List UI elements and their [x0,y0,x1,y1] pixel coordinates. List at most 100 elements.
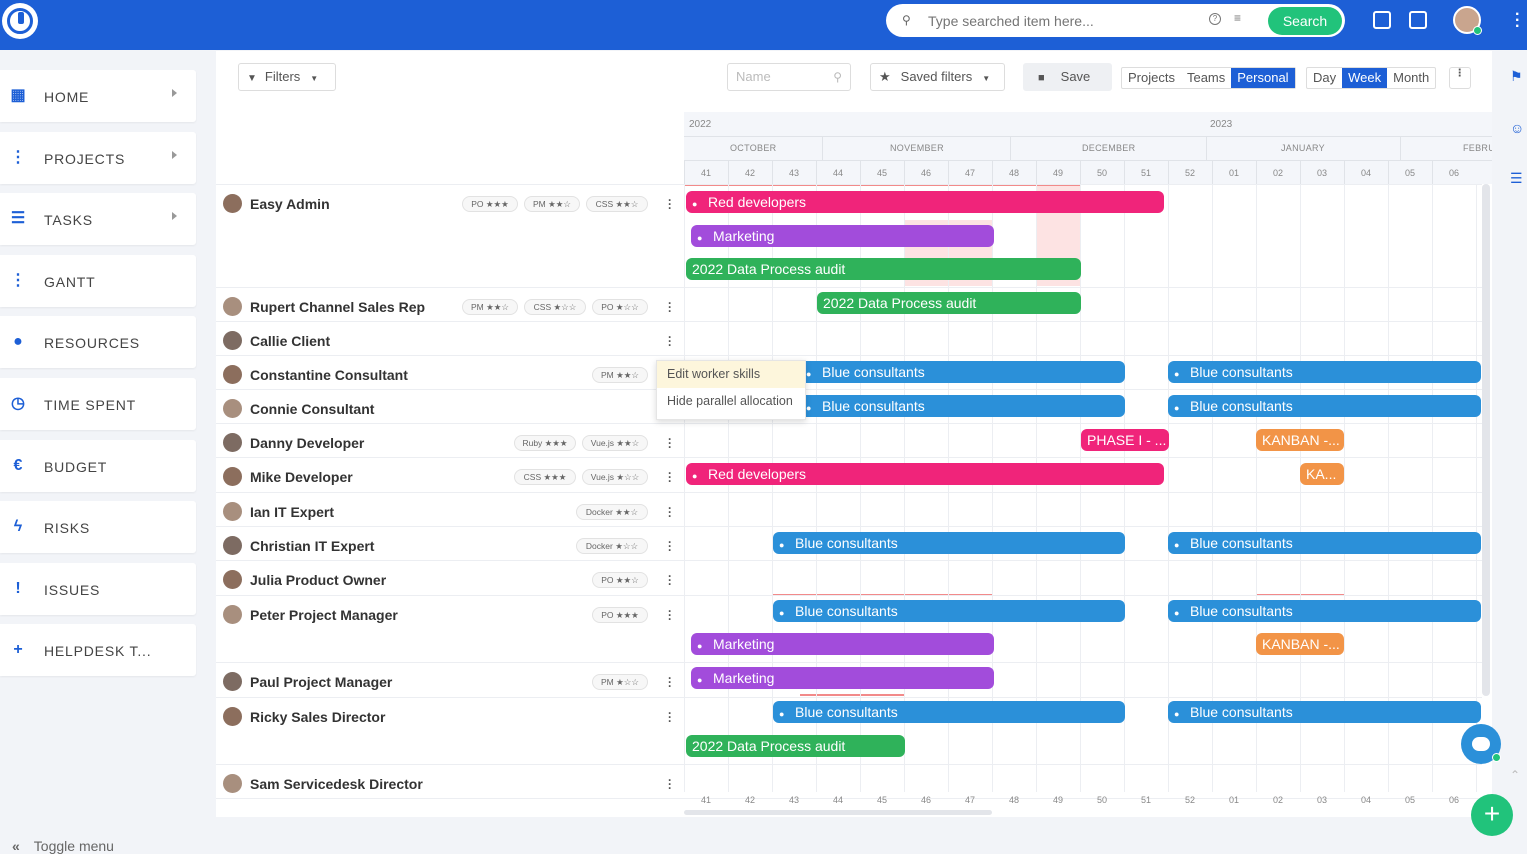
zoom-week[interactable]: Week [1342,68,1388,88]
allocation-bar[interactable]: 2022 Data Process audit [817,292,1081,314]
row-menu-icon[interactable]: ··· [668,330,672,352]
zoom-day[interactable]: Day [1313,70,1337,85]
sidebar-item-resources[interactable]: ● RESOURCES [0,316,196,369]
allocation-bar[interactable]: ● Blue consultants [800,361,1125,383]
saved-filters-dropdown[interactable]: ★ Saved filters ▼ [870,63,1005,91]
add-fab-button[interactable]: + [1471,794,1513,836]
allocation-bar[interactable]: ● Blue consultants [773,600,1125,622]
worker-name[interactable]: Christian IT Expert [250,538,375,554]
vertical-scrollbar[interactable] [1482,184,1490,696]
sidebar-item-projects[interactable]: ⋮ PROJECTS [0,131,196,184]
more-menu-icon[interactable]: · · · [1515,6,1521,35]
allocation-bar[interactable]: ● Blue consultants [1168,532,1481,554]
week-label-bottom: 03 [1316,795,1327,805]
team-icon: ● [806,369,812,379]
allocation-bar[interactable]: 2022 Data Process audit [686,258,1081,280]
worker-name[interactable]: Ricky Sales Director [250,709,386,725]
save-button[interactable]: ■ Save [1023,63,1112,91]
tab-projects[interactable]: Projects [1128,70,1175,85]
team-icon: ● [1174,608,1180,618]
allocation-bar[interactable]: ● Marketing [691,225,994,247]
calendar-icon[interactable] [1373,11,1391,29]
allocation-bar[interactable]: PHASE I - ... [1081,429,1169,451]
allocation-bar[interactable]: ● Blue consultants [773,532,1125,554]
filter-sliders-icon[interactable]: ≡ [1234,11,1242,25]
worker-name[interactable]: Mike Developer [250,469,353,485]
row-menu-icon[interactable]: ··· [668,193,672,215]
allocation-bar-label: Blue consultants [795,535,898,551]
worker-name[interactable]: Constantine Consultant [250,367,408,383]
help-icon[interactable]: ? [1209,13,1221,25]
allocation-bar[interactable]: ● Red developers [686,463,1164,485]
sidebar-item-issues[interactable]: ! ISSUES [0,562,196,615]
allocation-bar[interactable]: ● Blue consultants [1168,701,1481,723]
worker-name[interactable]: Danny Developer [250,435,365,451]
row-menu-icon[interactable]: ··· [668,773,672,795]
worker-name[interactable]: Rupert Channel Sales Rep [250,299,426,315]
worker-name[interactable]: Julia Product Owner [250,572,387,588]
allocation-bar[interactable]: 2022 Data Process audit [686,735,905,757]
sidebar-item-time-spent[interactable]: ◷ TIME SPENT [0,377,196,430]
sidebar-item-risks[interactable]: ϟ RISKS [0,501,196,554]
row-menu-icon[interactable]: ··· [668,535,672,557]
row-menu-icon[interactable]: ··· [668,569,672,591]
row-menu-icon[interactable]: ··· [668,706,672,728]
row-menu-icon[interactable]: ··· [668,671,672,693]
chat-button[interactable] [1461,724,1501,764]
worker-name[interactable]: Peter Project Manager [250,607,398,623]
user-avatar[interactable] [1453,6,1482,35]
row-menu-icon[interactable]: ··· [668,432,672,454]
allocation-bar[interactable]: KANBAN -... [1256,633,1344,655]
horizontal-scrollbar[interactable] [684,810,992,815]
sidebar-item-budget[interactable]: € BUDGET [0,439,196,492]
row-divider [216,184,1482,185]
allocation-bar[interactable]: ● Blue consultants [1168,361,1481,383]
row-menu-icon[interactable]: ··· [668,466,672,488]
worker-name[interactable]: Callie Client [250,333,331,349]
worker-name[interactable]: Paul Project Manager [250,674,393,690]
sidebar-item-gantt[interactable]: ⋮ GANTT [0,254,196,307]
checklist-icon[interactable]: ☰ [1510,170,1523,186]
tab-personal[interactable]: Personal [1231,68,1295,88]
toggle-menu[interactable]: « Toggle menu [12,838,114,854]
worker-name[interactable]: Connie Consultant [250,401,375,417]
flag-icon[interactable]: ⚑ [1510,68,1523,84]
sidebar-item-home[interactable]: ▦ HOME [0,70,196,122]
team-icon: ● [1174,369,1180,379]
worker-name[interactable]: Ian IT Expert [250,504,335,520]
allocation-bar[interactable]: ● Blue consultants [1168,600,1481,622]
edit-worker-skills-item[interactable]: Edit worker skills [657,361,805,388]
allocation-bar[interactable]: ● Marketing [691,667,994,689]
sidebar-nav: ▦ HOME ⋮ PROJECTS ☰ TASKS ⋮ GANTT ● RESOURCES ◷ TIM… [0,70,196,686]
worker-name[interactable]: Sam Servicedesk Director [250,776,423,792]
skill-badge: CSS ★★☆ [586,196,648,212]
worker-name[interactable]: Easy Admin [250,196,330,212]
search-input[interactable] [928,10,1178,32]
sidebar-item-helpdesk-t[interactable]: + HELPDESK T... [0,624,196,677]
tab-teams[interactable]: Teams [1186,70,1226,85]
user-search-icon[interactable]: ☺ [1510,120,1525,136]
allocation-bar-label: Blue consultants [1190,704,1293,720]
allocation-bar[interactable]: ● Blue consultants [800,395,1125,417]
hide-parallel-allocation-item[interactable]: Hide parallel allocation [667,394,793,408]
allocation-bar[interactable]: KA... [1300,463,1344,485]
allocation-bar[interactable]: KANBAN -... [1256,429,1344,451]
row-menu-icon[interactable]: ··· [668,296,672,318]
search-button[interactable]: Search [1268,7,1342,35]
allocation-bar[interactable]: ● Marketing [691,633,994,655]
allocation-bar[interactable]: ● Blue consultants [1168,395,1481,417]
name-filter-input[interactable]: Name ⚲ [727,63,851,91]
project-tree-icon: ⋮ [10,148,26,166]
app-logo-icon[interactable] [2,3,38,39]
toolbar-more-icon[interactable]: · · · [1449,63,1471,89]
skill-badge: PM ★★☆ [462,299,518,315]
row-menu-icon[interactable]: ··· [668,604,672,626]
allocation-bar[interactable]: ● Red developers [686,191,1164,213]
sidebar-item-tasks[interactable]: ☰ TASKS [0,193,196,246]
row-menu-icon[interactable]: ··· [668,501,672,523]
allocation-bar[interactable]: ● Blue consultants [773,701,1125,723]
zoom-month[interactable]: Month [1393,70,1430,85]
scroll-up-icon[interactable]: ⌃ [1510,768,1521,782]
export-icon[interactable] [1409,11,1427,29]
filters-button[interactable]: ▼ Filters ▼ [238,63,336,91]
